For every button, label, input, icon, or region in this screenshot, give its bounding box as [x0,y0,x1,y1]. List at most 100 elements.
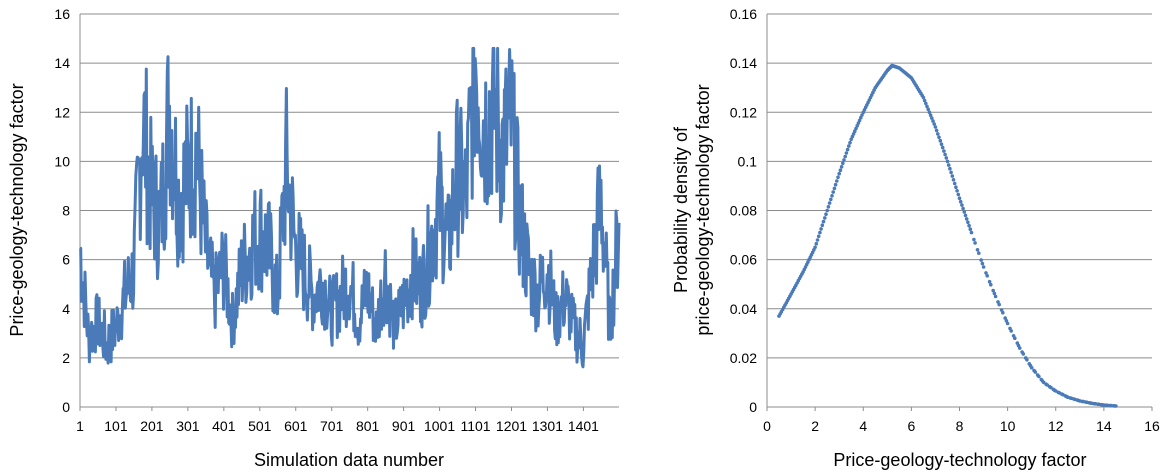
right-data-point [933,125,938,129]
right-data-point [833,182,838,187]
left-x-tick-label: 1101 [460,418,490,434]
right-data-point [985,274,989,278]
left-x-axis-title: Simulation data number [254,450,444,470]
right-data-point [848,140,852,145]
right-data-point [940,145,945,150]
left-y-tick-label: 12 [54,104,70,120]
left-y-tick-label: 2 [62,350,70,366]
right-y-tick-label: 0.1 [738,153,758,169]
right-data-point [1017,346,1022,350]
right-y-tick-label: 0.16 [730,6,757,22]
right-data-point [956,192,961,197]
right-data-point [1005,321,1010,326]
right-plot-area [777,63,1118,408]
right-data-point [821,219,826,224]
right-data-point [857,118,862,123]
right-y-tick-label: 0.12 [730,104,757,120]
left-x-tick-label: 1001 [424,418,455,434]
right-data-point [851,132,856,136]
right-x-tick-label: 14 [1096,418,1112,434]
right-x-axis-title: Price-geology-technology factor [833,450,1086,470]
right-data-point [819,227,823,231]
right-data-point [972,237,976,242]
right-data-point [958,199,963,204]
right-y-axis-title-line2: price-geology-technology factor [693,84,713,335]
right-data-point [950,174,955,178]
right-data-point [1013,336,1017,341]
right-data-point [939,142,944,146]
right-data-point [823,216,827,220]
right-data-point [860,113,864,117]
right-data-point [826,205,831,209]
right-x-tick-label: 8 [956,418,964,434]
left-y-tick-label: 8 [62,203,70,219]
right-data-point [1003,316,1007,320]
right-data-point [997,302,1001,307]
left-x-tick-label: 1401 [568,418,599,434]
right-data-point [996,300,1000,304]
right-data-point [957,196,962,200]
right-data-point [825,208,829,213]
right-data-point [992,291,997,296]
right-data-point [856,121,861,125]
left-x-tick-label: 901 [392,418,416,434]
right-data-point [967,223,971,228]
left-y-tick-label: 10 [54,153,70,169]
right-data-point [943,152,947,157]
right-data-point [845,147,850,152]
right-data-point [975,248,980,252]
right-x-tick-label: 16 [1144,418,1160,434]
right-x-tick-label: 0 [763,418,771,434]
right-data-point [980,261,985,266]
right-y-axis-title-group: Probability density of price-geology-tec… [671,84,713,335]
left-y-tick-labels: 0 2 4 6 8 10 12 14 16 [54,6,70,415]
right-data-point [816,234,821,239]
right-data-point [859,115,863,120]
right-data-point [1114,404,1118,408]
right-data-point [930,116,934,120]
right-data-point [815,238,820,242]
right-data-point [931,119,935,123]
right-data-point [981,265,986,269]
right-data-point [838,168,843,172]
right-data-point [945,159,950,164]
left-y-axis-title: Price-geology-technology factor [7,83,27,336]
right-gridlines [767,13,1152,359]
right-data-point [824,212,828,216]
right-data-point [964,217,969,221]
left-series-line [79,46,621,369]
right-data-point [855,124,859,128]
right-data-point [946,163,951,167]
left-y-tick-label: 16 [54,6,70,22]
left-x-tick-label: 601 [284,418,308,434]
left-x-tick-label: 1 [76,418,84,434]
right-chart: 0 0.02 0.04 0.06 0.08 0.1 0.12 0.14 0.16 0 2 4 6 8 10… [671,6,1160,470]
right-data-point [989,282,993,287]
right-data-point [827,201,832,205]
left-x-tick-label: 1301 [532,418,563,434]
right-y-tick-label: 0 [749,399,757,415]
right-data-point [830,194,834,198]
right-data-point [1001,310,1005,315]
right-data-point [968,227,973,231]
right-x-tick-label: 4 [859,418,867,434]
left-x-tick-label: 201 [140,418,164,434]
right-data-point [993,294,998,299]
right-data-point [921,95,926,100]
right-data-point [847,144,851,148]
left-y-tick-label: 6 [62,252,70,268]
right-data-point [973,241,977,245]
left-x-tick-label: 1201 [496,418,527,434]
right-data-point [966,220,970,225]
right-data-point [932,122,936,126]
right-data-point [969,230,974,235]
right-y-tick-label: 0.04 [730,301,757,317]
right-y-tick-labels: 0 0.02 0.04 0.06 0.08 0.1 0.12 0.14 0.16 [730,6,757,415]
right-y-axis-title-line1: Probability density of [671,126,691,293]
right-y-tick-label: 0.02 [730,350,757,366]
right-data-point [1029,365,1034,370]
right-data-point [987,279,992,284]
left-x-tick-label: 801 [356,418,380,434]
right-data-point [849,137,853,142]
